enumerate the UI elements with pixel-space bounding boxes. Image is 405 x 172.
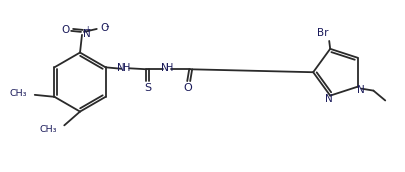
Text: CH₃: CH₃ [40, 125, 57, 134]
Text: H: H [165, 63, 173, 73]
Text: +: + [85, 25, 91, 34]
Text: Br: Br [316, 28, 327, 38]
Text: N: N [83, 29, 90, 39]
Text: S: S [144, 83, 151, 93]
Text: N: N [356, 85, 364, 95]
Text: H: H [122, 63, 130, 73]
Text: N: N [324, 94, 332, 104]
Text: O: O [61, 25, 69, 35]
Text: O: O [183, 83, 192, 93]
Text: N: N [117, 63, 125, 73]
Text: O: O [100, 23, 109, 33]
Text: N: N [160, 63, 168, 73]
Text: -: - [106, 21, 109, 31]
Text: CH₃: CH₃ [9, 89, 27, 98]
